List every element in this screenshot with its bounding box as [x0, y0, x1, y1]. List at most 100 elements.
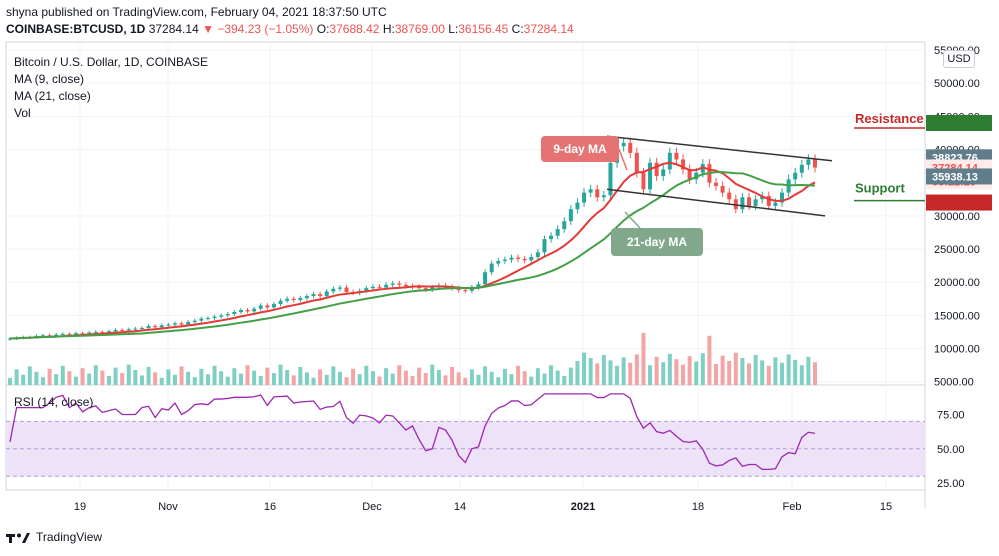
- volume-bar: [529, 376, 534, 385]
- candle-body: [674, 152, 679, 160]
- price-label-text: 32000.00: [932, 198, 978, 210]
- volume-bar: [93, 365, 98, 385]
- candle-body: [199, 318, 204, 321]
- high-value: 38769.00: [394, 22, 445, 36]
- legend-ma9[interactable]: MA (9, close): [14, 72, 85, 86]
- candle-body: [225, 314, 230, 316]
- volume-bar: [727, 361, 732, 385]
- candle-body: [271, 304, 276, 308]
- volume-bar: [370, 371, 375, 385]
- volume-bar: [34, 371, 39, 385]
- volume-bar: [753, 355, 758, 385]
- price-change: −394.23 (−1.05%): [217, 22, 314, 36]
- time-tick-label: Feb: [783, 501, 802, 513]
- volume-bar: [766, 365, 771, 385]
- candle-body: [120, 329, 125, 331]
- candle-body: [549, 235, 554, 240]
- candle-body: [799, 164, 804, 173]
- volume-bar: [60, 365, 65, 385]
- volume-bar: [159, 377, 164, 385]
- currency-badge[interactable]: USD: [943, 50, 975, 68]
- volume-bar: [714, 364, 719, 385]
- candle-body: [489, 263, 494, 273]
- volume-bar: [304, 372, 309, 385]
- volume-bar: [588, 358, 593, 385]
- rsi-legend[interactable]: RSI (14, close): [14, 395, 94, 409]
- volume-bar: [681, 364, 686, 385]
- candle-body: [641, 172, 646, 190]
- candle-body: [252, 308, 257, 312]
- candle-body: [67, 333, 72, 335]
- volume-bar: [476, 374, 481, 385]
- volume-bar: [245, 365, 250, 385]
- volume-bar: [212, 365, 217, 385]
- candle-body: [423, 288, 428, 290]
- price-tick-label: 30000.00: [934, 211, 980, 223]
- candle-body: [8, 338, 12, 340]
- rsi-band: [6, 421, 925, 477]
- candle-body: [516, 257, 521, 259]
- volume-bar: [733, 352, 738, 385]
- candle-body: [172, 323, 177, 325]
- volume-bar: [417, 367, 422, 385]
- volume-bar: [106, 376, 111, 385]
- candle-body: [47, 335, 52, 337]
- legend-ma21[interactable]: MA (21, close): [14, 89, 91, 103]
- volume-bar: [430, 364, 435, 385]
- volume-bar: [357, 374, 362, 385]
- price-tick-label: 5000.00: [934, 377, 974, 389]
- volume-bar: [773, 357, 778, 385]
- candle-body: [139, 327, 144, 329]
- volume-bar: [172, 374, 177, 385]
- channel-upper-line: [606, 135, 833, 162]
- price-tick-label: 10000.00: [934, 344, 980, 356]
- volume-bar: [423, 373, 428, 385]
- ma21-line: [9, 171, 816, 340]
- volume-bar: [166, 369, 171, 385]
- candle-body: [331, 288, 336, 292]
- candle-body: [166, 324, 171, 326]
- volume-bar: [271, 373, 276, 385]
- candle-body: [285, 298, 290, 301]
- volume-bar: [285, 370, 290, 385]
- candle-body: [370, 286, 375, 289]
- candle-body: [397, 283, 402, 285]
- volume-bar: [120, 373, 125, 385]
- volume-bar: [397, 365, 402, 385]
- volume-bar: [740, 358, 745, 385]
- volume-bar: [786, 354, 791, 385]
- volume-bar: [562, 376, 567, 385]
- volume-bar: [555, 370, 560, 385]
- close-value: 37284.14: [523, 22, 574, 36]
- tradingview-brand[interactable]: TradingView: [6, 530, 102, 544]
- volume-bar: [667, 353, 672, 385]
- volume-bar: [8, 377, 12, 385]
- rsi-tick-label: 75.00: [937, 409, 965, 421]
- candle-body: [186, 321, 191, 325]
- price-tick-label: 50000.00: [934, 78, 980, 90]
- candle-body: [740, 197, 745, 210]
- volume-bar: [549, 365, 554, 385]
- volume-bar: [469, 369, 474, 385]
- volume-bar: [621, 357, 626, 385]
- price-label-bg: [926, 168, 992, 185]
- brand-name: TradingView: [36, 530, 103, 544]
- volume-bar: [509, 374, 514, 385]
- volume-bar: [219, 371, 224, 385]
- time-tick-label: 2021: [571, 501, 595, 513]
- volume-bar: [813, 362, 817, 385]
- candle-body: [562, 221, 567, 230]
- candle-body: [687, 169, 692, 180]
- down-arrow-icon: ▼: [202, 22, 214, 36]
- candle-body: [93, 331, 98, 333]
- candle-body: [456, 288, 461, 291]
- legend-vol[interactable]: Vol: [14, 106, 31, 120]
- price-label-bg: [926, 114, 992, 131]
- volume-bar: [73, 376, 78, 385]
- volume-bar: [443, 375, 448, 385]
- price-tick-label: 25000.00: [934, 244, 980, 256]
- volume-bar: [311, 377, 316, 385]
- candle-body: [727, 192, 732, 200]
- low-label: L:: [448, 22, 459, 36]
